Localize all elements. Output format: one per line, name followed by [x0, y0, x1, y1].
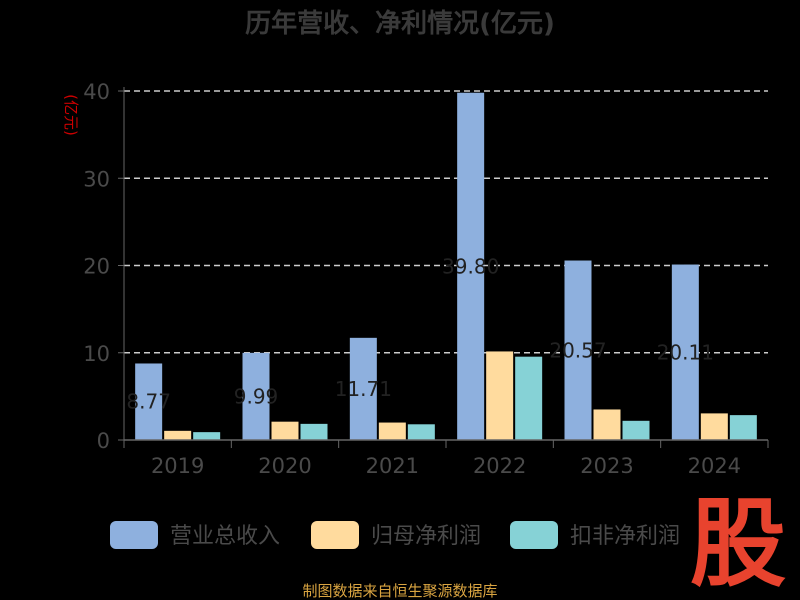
bar-2023-归母净利润	[593, 409, 621, 440]
y-tick-label: 10	[83, 342, 110, 366]
bar-2022-归母净利润	[486, 351, 514, 440]
y-tick-label: 0	[97, 429, 110, 453]
legend-swatch	[110, 521, 158, 549]
data-label-2019: 8.77	[126, 390, 171, 414]
brand-logo: 股	[690, 488, 786, 600]
bar-2023-营业总收入	[564, 260, 592, 440]
y-tick-label: 40	[83, 80, 110, 104]
bar-2019-扣非净利润	[193, 432, 221, 440]
bar-2021-扣非净利润	[407, 424, 435, 440]
x-tick-label: 2023	[580, 454, 633, 478]
legend-label: 归母净利润	[371, 524, 481, 549]
y-tick-label: 20	[83, 255, 110, 279]
bar-2021-营业总收入	[349, 337, 377, 440]
y-tick-label: 30	[83, 167, 110, 191]
chart-title: 历年营收、净利情况(亿元)	[245, 8, 555, 39]
x-tick-label: 2021	[366, 454, 419, 478]
bar-2021-归母净利润	[378, 422, 406, 440]
legend-swatch	[311, 521, 359, 549]
bar-2024-扣非净利润	[729, 415, 757, 440]
data-label-2023: 20.57	[549, 338, 606, 362]
legend: 营业总收入 归母净利润 扣非净利润	[110, 521, 680, 549]
legend-swatch	[510, 521, 558, 549]
bar-2024-归母净利润	[700, 413, 728, 440]
x-tick-label: 2020	[258, 454, 311, 478]
x-tick-label: 2022	[473, 454, 526, 478]
bar-2022-营业总收入	[457, 92, 485, 441]
bar-2024-营业总收入	[671, 264, 699, 440]
x-tick-label: 2024	[688, 454, 741, 478]
bar-2020-归母净利润	[271, 421, 299, 440]
bar-2019-归母净利润	[164, 430, 192, 440]
data-label-2020: 9.99	[234, 384, 279, 408]
bars	[135, 92, 757, 441]
data-label-2021: 11.71	[335, 377, 392, 401]
bar-2022-扣非净利润	[515, 356, 543, 440]
source-note: 制图数据来自恒生聚源数据库	[302, 582, 497, 600]
data-labels: 8.77 9.99 11.71 39.80 20.57 20.11	[126, 254, 714, 413]
bar-2020-营业总收入	[242, 352, 270, 440]
axes: 0 10 20 30 40 2019 2020 2021 2022 2023 2024	[83, 80, 769, 478]
grid-lines	[124, 90, 768, 354]
bar-2019-营业总收入	[135, 363, 163, 440]
legend-label: 扣非净利润	[570, 524, 680, 549]
bar-2020-扣非净利润	[300, 423, 328, 440]
data-label-2022: 39.80	[442, 254, 499, 278]
legend-label: 营业总收入	[170, 524, 280, 549]
x-tick-label: 2019	[151, 454, 204, 478]
y-axis-label: (亿元)	[62, 94, 80, 136]
bar-2023-扣非净利润	[622, 420, 650, 440]
data-label-2024: 20.11	[657, 340, 714, 364]
